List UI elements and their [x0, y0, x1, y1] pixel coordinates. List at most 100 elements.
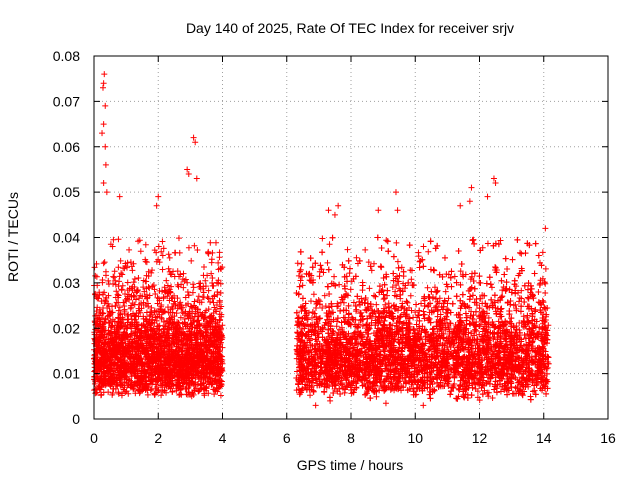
data-point [175, 235, 182, 242]
data-point [212, 239, 219, 246]
data-point [189, 289, 196, 296]
data-point [202, 283, 209, 290]
data-point [144, 391, 151, 398]
data-point [109, 390, 116, 397]
data-point [190, 281, 197, 288]
data-point [214, 289, 221, 296]
data-point [166, 254, 173, 261]
data-point [218, 303, 225, 310]
data-point [152, 290, 159, 297]
data-point [125, 311, 132, 318]
data-point [160, 245, 167, 252]
data-point [185, 244, 192, 251]
data-point [425, 248, 432, 255]
data-point [105, 389, 112, 396]
data-point [200, 272, 207, 279]
data-point [174, 295, 181, 302]
data-point [101, 259, 108, 266]
data-point [127, 259, 134, 266]
data-point [163, 277, 170, 284]
data-point [135, 275, 142, 282]
data-point [118, 286, 125, 293]
data-point [93, 273, 100, 280]
data-point [124, 279, 131, 286]
data-point [150, 282, 157, 289]
grid-lines [94, 56, 608, 419]
data-point [205, 306, 212, 313]
data-point [184, 289, 191, 296]
data-point [204, 249, 211, 256]
data-point [542, 289, 549, 296]
chart-title: Day 140 of 2025, Rate Of TEC Index for r… [186, 20, 514, 36]
data-point [208, 256, 215, 263]
data-point [216, 317, 223, 324]
data-point [125, 390, 132, 397]
data-point [112, 303, 119, 310]
data-point [140, 284, 147, 291]
data-point [100, 260, 107, 267]
data-point [137, 248, 144, 255]
data-point [201, 264, 208, 271]
data-point [190, 284, 197, 291]
data-point [111, 268, 118, 275]
data-point [91, 264, 98, 271]
data-point [191, 298, 198, 305]
data-point [194, 246, 201, 253]
data-point [210, 299, 217, 306]
data-point [112, 281, 119, 288]
data-point [216, 249, 223, 256]
data-point [116, 304, 123, 311]
data-point [165, 265, 172, 272]
data-point [119, 282, 126, 289]
data-point [165, 251, 172, 258]
data-point [205, 295, 212, 302]
data-point [149, 283, 156, 290]
data-point [102, 268, 109, 275]
data-point [188, 257, 195, 264]
data-point [92, 272, 99, 279]
data-point [180, 270, 187, 277]
data-point [217, 392, 224, 399]
data-point [212, 306, 219, 313]
data-point [158, 392, 165, 399]
data-point [130, 279, 137, 286]
data-point [115, 236, 122, 243]
data-point [383, 237, 390, 244]
data-point [111, 274, 118, 281]
data-point [215, 259, 222, 266]
data-point [207, 239, 214, 246]
data-point [159, 238, 166, 245]
data-point [159, 266, 166, 273]
data-point [97, 392, 104, 399]
data-point [115, 264, 122, 271]
data-point [173, 310, 180, 317]
data-point [105, 281, 112, 288]
data-point [123, 264, 130, 271]
data-point [116, 278, 123, 285]
data-point [142, 241, 149, 248]
data-point [164, 293, 171, 300]
data-point [159, 252, 166, 259]
data-point [126, 246, 133, 253]
data-point [129, 267, 136, 274]
data-point [164, 282, 171, 289]
data-points [91, 71, 552, 409]
data-point [176, 249, 183, 256]
data-point [156, 287, 163, 294]
data-point [105, 277, 112, 284]
data-point [195, 293, 202, 300]
data-point [209, 275, 216, 282]
data-point [125, 291, 132, 298]
data-point [208, 270, 215, 277]
data-point [131, 275, 138, 282]
data-point [99, 277, 106, 284]
data-point [117, 257, 124, 264]
data-point [130, 292, 137, 299]
data-point [189, 378, 196, 385]
data-point [535, 289, 542, 296]
data-point [96, 289, 103, 296]
data-point [211, 391, 218, 398]
data-point [191, 242, 198, 249]
data-point [113, 288, 120, 295]
